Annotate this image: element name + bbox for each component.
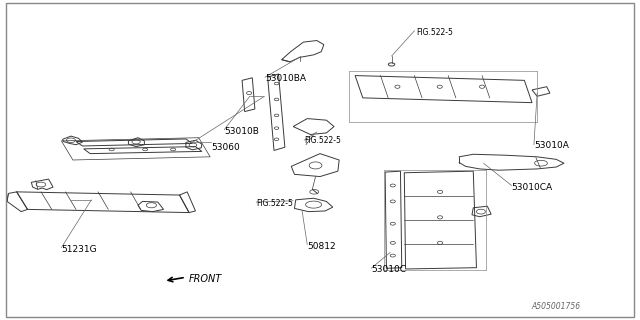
Text: 53010CA: 53010CA bbox=[511, 183, 553, 192]
Text: FIG.522-5: FIG.522-5 bbox=[416, 28, 452, 37]
Text: FRONT: FRONT bbox=[189, 274, 222, 284]
Text: 53010B: 53010B bbox=[224, 127, 259, 136]
Text: 51231G: 51231G bbox=[61, 245, 97, 254]
Text: 53010BA: 53010BA bbox=[266, 74, 307, 83]
Text: 53010C: 53010C bbox=[371, 265, 406, 275]
Text: 53060: 53060 bbox=[211, 143, 240, 152]
Text: FIG.522-5: FIG.522-5 bbox=[304, 136, 341, 145]
Text: 50812: 50812 bbox=[307, 242, 336, 251]
Text: FIG.522-5: FIG.522-5 bbox=[256, 198, 293, 207]
Text: 53010A: 53010A bbox=[534, 141, 569, 150]
Text: A505001756: A505001756 bbox=[532, 302, 581, 311]
